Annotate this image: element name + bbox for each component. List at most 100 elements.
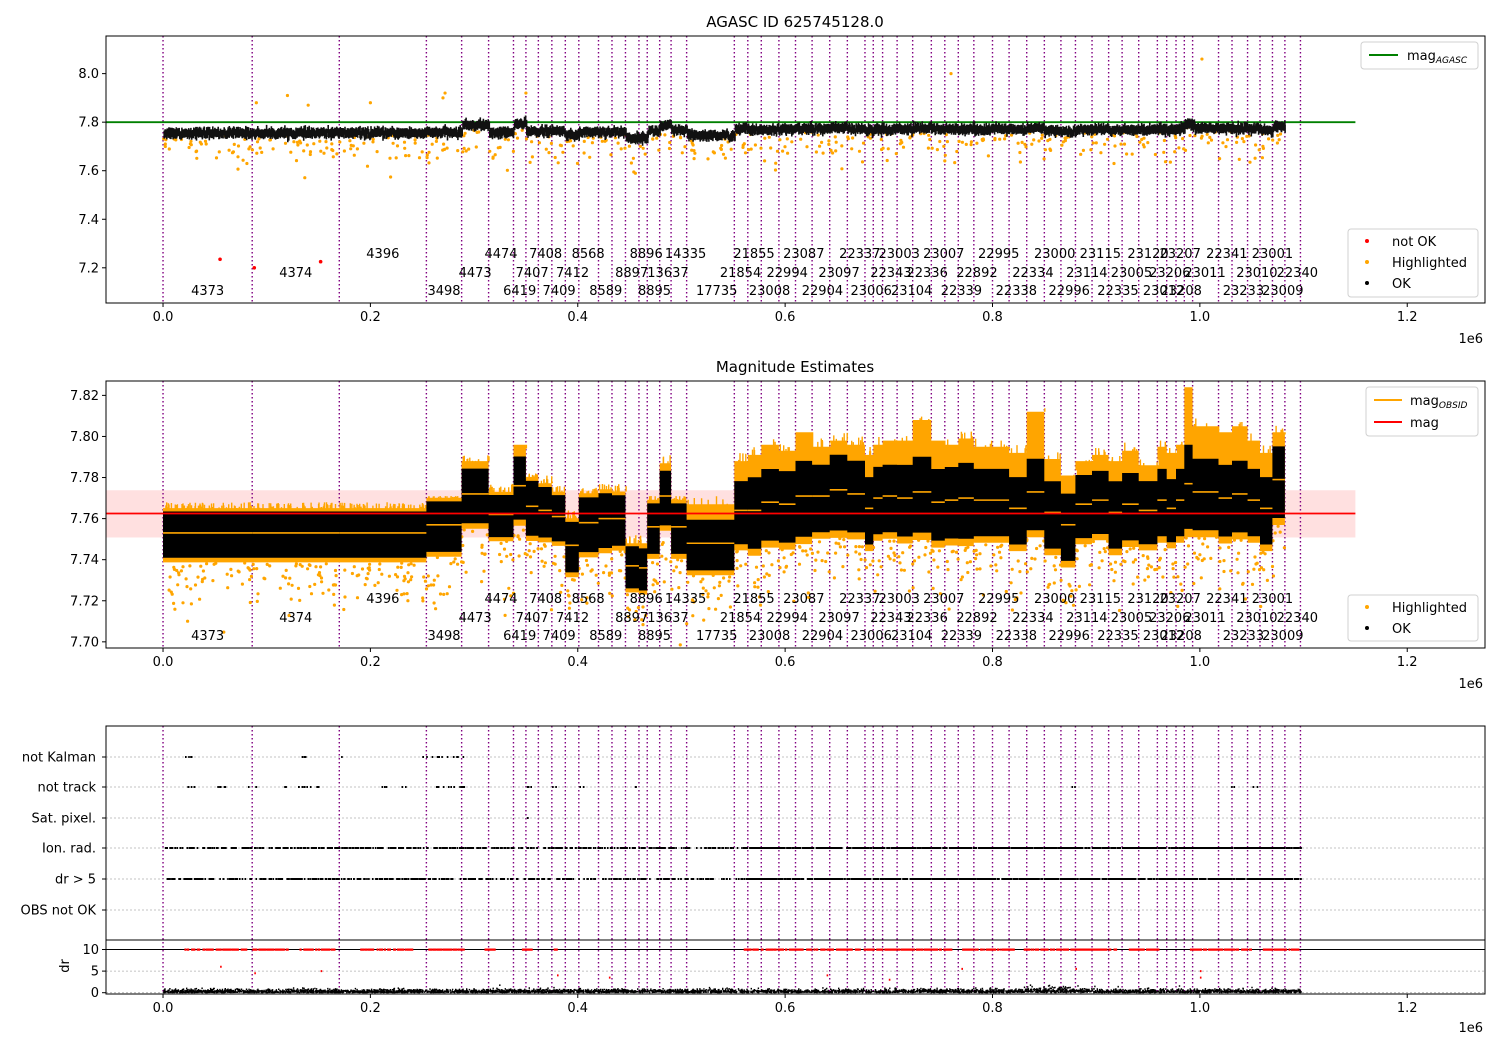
legend-marker	[1365, 605, 1369, 609]
obsid-label: 22994	[767, 611, 808, 626]
highlighted-point	[285, 93, 290, 98]
legend-box	[1360, 41, 1479, 70]
x-tick-label: 1.0	[1190, 655, 1211, 670]
obsid-label: 14335	[665, 247, 706, 262]
legend-label: not OK	[1392, 235, 1437, 250]
y-tick-label: 7.6	[78, 164, 99, 179]
obsid-label: 4396	[366, 592, 399, 607]
flag-row-label: Ion. rad.	[42, 842, 96, 857]
highlighted-point	[254, 101, 258, 105]
obsid-label: 7412	[556, 266, 589, 281]
obsid-label: 22339	[941, 284, 982, 299]
y-tick-label: 7.72	[70, 594, 99, 609]
obsid-label: 4374	[279, 611, 312, 626]
plot-area: 4373 4374 4396 3498 4473 4474 6419 7407 7408 7409…	[106, 381, 1356, 648]
y-tick-label: 7.76	[70, 512, 99, 527]
obsid-label: 22337	[839, 592, 880, 607]
obsid-label: 23005	[1111, 266, 1152, 281]
dr-ok-points	[163, 984, 1302, 994]
obsid-label: 23001	[1252, 247, 1293, 262]
dr-tick-label: 0	[91, 986, 99, 1001]
obsid-label: 23012	[1143, 284, 1184, 299]
panel-title: Magnitude Estimates	[716, 358, 874, 376]
obsid-label: 23087	[783, 247, 824, 262]
plot-area: 4373 4374 4396 3498 4473 4474 6419 7407 7408 7409…	[106, 36, 1356, 303]
legend-label: OK	[1392, 622, 1411, 637]
obsid-label: 23001	[1252, 592, 1293, 607]
obsid-label: 23206	[1149, 266, 1190, 281]
obsid-label: 23208	[1161, 629, 1202, 644]
obsid-label: 23104	[891, 284, 932, 299]
obsid-label: 8895	[638, 629, 671, 644]
obsid-label: 22336	[906, 611, 947, 626]
obsid-label: 8589	[589, 629, 622, 644]
obsid-label: 23120	[1127, 247, 1168, 262]
panel-title: AGASC ID 625745128.0	[706, 13, 884, 31]
obsid-label: 7409	[543, 629, 576, 644]
obsid-label: 23097	[818, 266, 859, 281]
obsid-label: 13637	[647, 611, 688, 626]
plot-area	[106, 726, 1485, 994]
y-tick-label: 7.4	[78, 213, 99, 228]
obsid-label: 22338	[996, 629, 1037, 644]
obsid-label: 7408	[529, 592, 562, 607]
obsid-label: 3498	[427, 284, 460, 299]
obsid-label: 7407	[516, 266, 549, 281]
obsid-label: 17735	[696, 629, 737, 644]
obsid-label: 23006	[851, 284, 892, 299]
x-tick-label: 0.4	[567, 310, 588, 325]
obsid-label: 23010	[1236, 611, 1277, 626]
legend-box	[1347, 594, 1479, 642]
obsid-label: 22996	[1049, 284, 1090, 299]
obsid-label: 23012	[1143, 629, 1184, 644]
obsid-label: 23009	[1262, 284, 1303, 299]
legend-bottom: not OK Highlighted OK	[1347, 228, 1479, 298]
legend-bottom: Highlighted OK	[1347, 594, 1479, 642]
y-tick-label: 8.0	[78, 67, 99, 82]
legend-label: magOBSID	[1410, 394, 1468, 411]
obsid-label: 23009	[1262, 629, 1303, 644]
flag-row-label: not Kalman	[22, 751, 96, 766]
obsid-label: 23115	[1080, 247, 1121, 262]
obsid-label: 22335	[1097, 284, 1138, 299]
y-tick-label: 7.80	[70, 430, 99, 445]
obsid-label: 23005	[1111, 611, 1152, 626]
obsid-label: 22338	[996, 284, 1037, 299]
x-tick-label: 0.6	[775, 310, 796, 325]
obsid-label: 4473	[459, 611, 492, 626]
obsid-label: 8895	[638, 284, 671, 299]
obsid-label: 22892	[956, 611, 997, 626]
obsid-label: 22340	[1277, 266, 1318, 281]
x-tick-label: 0.6	[775, 1001, 796, 1016]
dr-tick-label: 10	[82, 943, 99, 958]
obsid-label: 22341	[1206, 592, 1247, 607]
highlighted-point	[306, 103, 310, 107]
legend-label: OK	[1392, 277, 1411, 292]
highlighted-point	[524, 91, 528, 95]
obsid-label: 8897	[615, 611, 648, 626]
obsid-label: 22339	[941, 629, 982, 644]
obsid-label: 23120	[1127, 592, 1168, 607]
obsid-label: 23011	[1184, 266, 1225, 281]
not-ok-point	[218, 257, 222, 262]
obsid-label: 22892	[956, 266, 997, 281]
obsid-label: 7412	[556, 611, 589, 626]
obsid-label: 22341	[1206, 247, 1247, 262]
obsid-label: 22995	[978, 592, 1019, 607]
obsid-label: 22904	[802, 284, 843, 299]
x-tick-label: 1.2	[1397, 310, 1418, 325]
dr-not-ok-points	[184, 948, 1300, 981]
flag-row-label: OBS not OK	[21, 904, 97, 919]
x-tick-label: 0.2	[360, 655, 381, 670]
not-track-points	[187, 786, 1259, 788]
legend-label: Highlighted	[1392, 601, 1467, 616]
agasc-magnitude-panel: AGASC ID 625745128.0 4373 4374 4396 3498 447…	[78, 13, 1486, 347]
obsid-label: 8589	[589, 284, 622, 299]
axes: not Kalman not track Sat. pixel. Ion. rad. d…	[21, 725, 1486, 1016]
axes-frame	[105, 35, 1486, 304]
ok-points	[163, 115, 1286, 146]
obsid-label: 22340	[1277, 611, 1318, 626]
axes: 0.0 0.2 0.4 0.6 0.8 1.0 1.2 7.2 7.4 7.6 7.8 8.0	[78, 35, 1486, 325]
obsid-label: 8896	[630, 592, 663, 607]
x-tick-label: 0.8	[982, 655, 1003, 670]
